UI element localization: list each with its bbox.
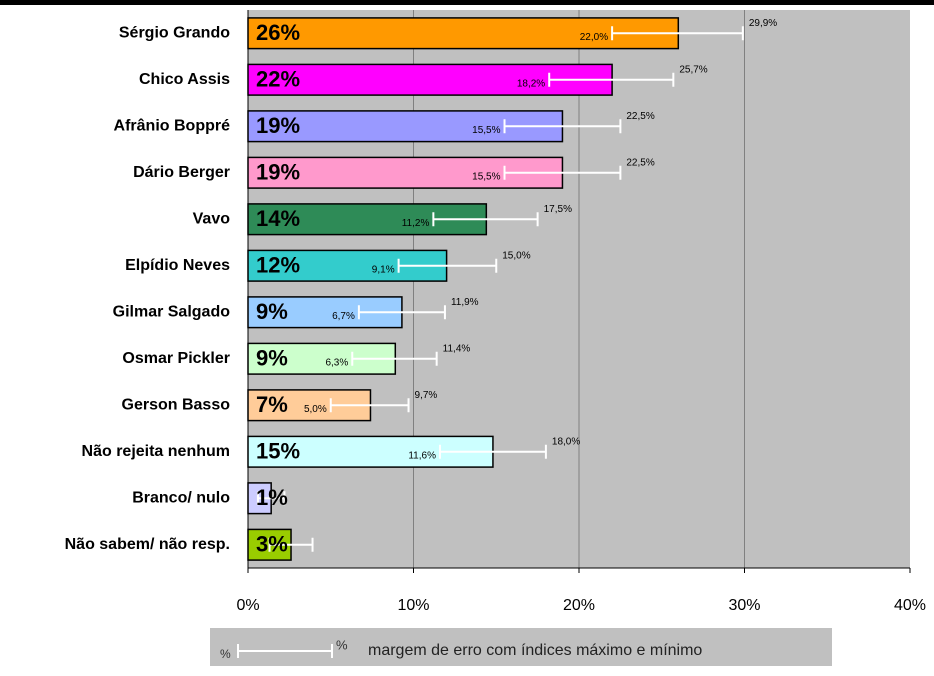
y-tick-label: Branco/ nulo (132, 489, 230, 506)
value-label: 15% (256, 439, 300, 464)
top-rule (0, 0, 934, 5)
value-label: 22% (256, 67, 300, 92)
value-label: 7% (256, 392, 288, 417)
error-low-label: 11,2% (402, 218, 430, 229)
y-tick-label: Não sabem/ não resp. (65, 536, 230, 553)
value-label: 3% (256, 532, 288, 557)
error-low-label: 9,1% (372, 264, 395, 275)
y-tick-label: Gerson Basso (122, 396, 231, 413)
y-tick-label: Elpídio Neves (125, 257, 230, 274)
value-label: 9% (256, 299, 288, 324)
y-tick-label: Vavo (193, 210, 231, 227)
error-high-label: 17,5% (544, 204, 572, 215)
error-low-label: 6,7% (332, 311, 355, 322)
error-low-label: 15,5% (472, 125, 500, 136)
value-label: 1% (256, 485, 288, 510)
legend-text: margem de erro com índices máximo e míni… (368, 642, 702, 659)
legend-right: % (336, 637, 348, 652)
error-low-label: 15,5% (472, 171, 500, 182)
legend-left: % (220, 647, 231, 661)
error-high-label: 11,4% (443, 343, 471, 354)
y-tick-label: Dário Berger (133, 164, 230, 181)
error-high-label: 22,5% (626, 111, 654, 122)
value-label: 19% (256, 113, 300, 138)
error-high-label: 22,5% (626, 157, 654, 168)
bar (247, 17, 680, 50)
value-label: 19% (256, 160, 300, 185)
x-tick-label: 40% (894, 597, 926, 614)
x-tick-label: 10% (397, 597, 429, 614)
error-low-label: 6,3% (325, 357, 348, 368)
y-tick-label: Chico Assis (139, 71, 230, 88)
error-low-label: 11,6% (408, 450, 436, 461)
error-low-label: 22,0% (580, 32, 608, 43)
y-tick-label: Gilmar Salgado (113, 303, 231, 320)
error-high-label: 15,0% (502, 250, 530, 261)
y-tick-label: Afrânio Boppré (114, 117, 231, 134)
x-tick-label: 0% (236, 597, 259, 614)
error-low-label: 18,2% (517, 78, 545, 89)
error-high-label: 9,7% (415, 390, 438, 401)
legend: % % margem de erro com índices máximo e … (210, 628, 832, 666)
y-tick-label: Sérgio Grando (119, 24, 230, 41)
value-label: 14% (256, 206, 300, 231)
value-label: 9% (256, 346, 288, 371)
x-tick-label: 20% (563, 597, 595, 614)
error-high-label: 25,7% (679, 64, 707, 75)
legend-box (210, 628, 832, 666)
y-tick-label: Não rejeita nenhum (82, 443, 230, 460)
error-high-label: 11,9% (451, 297, 479, 308)
x-tick-label: 30% (728, 597, 760, 614)
error-low-label: 5,0% (304, 404, 327, 415)
value-label: 12% (256, 253, 300, 278)
value-label: 26% (256, 20, 300, 45)
y-tick-label: Osmar Pickler (122, 350, 230, 367)
error-high-label: 29,9% (749, 18, 777, 29)
error-high-label: 18,0% (552, 436, 580, 447)
